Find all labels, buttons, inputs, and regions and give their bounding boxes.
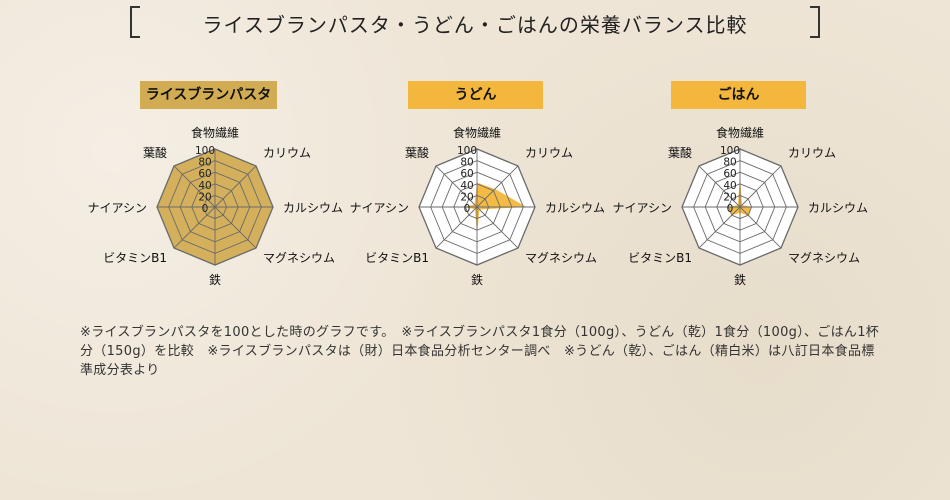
radar-axis-label: マグネシウム <box>788 251 860 265</box>
radar-axis-label: 葉酸 <box>668 145 692 160</box>
radar-tick-label: 60 <box>198 168 211 180</box>
radar-chart-rice-bran-pasta: ライスブランパスタ 100 80 60 40 20 0 食物繊維カリウムカルシウムマグネシウ… <box>85 78 345 298</box>
radar-spoke <box>214 206 257 249</box>
radar-axis-label: カリウム <box>525 146 573 160</box>
radar-tick-label: 40 <box>198 180 211 192</box>
radar-tick-label: 20 <box>198 191 211 203</box>
radar-tick-label: 100 <box>720 145 740 157</box>
radar-spoke <box>476 165 519 208</box>
radar-axis-label: 食物繊維 <box>191 125 239 140</box>
chart-tag-udon: うどん <box>408 81 543 109</box>
radar-axis-label: ビタミンB1 <box>103 251 167 265</box>
title-bracket-left <box>130 6 140 38</box>
radar-axis-label: ナイアシン <box>349 201 409 215</box>
radar-chart-gohan: ごはん 100 80 60 40 20 0 食物繊維カリウムカルシウムマグネシウム鉄 ビタミン… <box>610 78 870 298</box>
radar-tick-label: 80 <box>198 157 211 169</box>
radar-axis-label: マグネシウム <box>525 251 597 265</box>
radar-tick-label: 0 <box>464 203 471 215</box>
radar-axis-label: 食物繊維 <box>453 125 501 140</box>
radar-axis-label: カルシウム <box>545 201 605 215</box>
radar-axis-label: ビタミンB1 <box>365 251 429 265</box>
radar-tick-label: 60 <box>460 168 473 180</box>
radar-axis-label: 食物繊維 <box>716 125 764 140</box>
radar-spoke <box>435 165 478 208</box>
radar-tick-label: 40 <box>723 180 736 192</box>
chart-tag-rice-bran-pasta: ライスブランパスタ <box>140 81 277 109</box>
radar-axis-label: 鉄 <box>209 272 221 287</box>
radar-spoke <box>476 206 519 249</box>
radar-axis-label: ナイアシン <box>87 201 147 215</box>
radar-tick-label: 80 <box>723 157 736 169</box>
radar-spoke <box>173 206 216 249</box>
radar-tick-label: 20 <box>460 191 473 203</box>
radar-axis-label: 葉酸 <box>405 145 429 160</box>
radar-axis-label: カリウム <box>263 146 311 160</box>
radar-spoke <box>739 165 782 208</box>
radar-tick-label: 20 <box>723 191 736 203</box>
radar-tick-label: 60 <box>723 168 736 180</box>
radar-axis-label: ビタミンB1 <box>628 251 692 265</box>
radar-spoke <box>698 165 741 208</box>
radar-axis-label: ナイアシン <box>612 201 672 215</box>
radar-axis-label: カルシウム <box>283 201 343 215</box>
radar-axis-label: 葉酸 <box>143 145 167 160</box>
radar-spoke <box>698 206 741 249</box>
title-frame: ライスブランパスタ・うどん・ごはんの栄養バランス比較 <box>130 6 820 38</box>
radar-chart-udon: うどん 100 80 60 40 20 0 食物繊維カリウムカルシウムマグネシウム鉄 ビタミン… <box>347 78 607 298</box>
radar-spoke <box>435 206 478 249</box>
radar-tick-label: 0 <box>202 203 209 215</box>
radar-tick-label: 100 <box>195 145 215 157</box>
radar-spoke <box>214 165 257 208</box>
radar-tick-label: 40 <box>460 180 473 192</box>
radar-axis-label: マグネシウム <box>263 251 335 265</box>
radar-axis-label: カリウム <box>788 146 836 160</box>
radar-tick-label: 0 <box>727 203 734 215</box>
radar-tick-label: 100 <box>457 145 477 157</box>
radar-axis-label: 鉄 <box>471 272 483 287</box>
chart-tag-gohan: ごはん <box>671 81 806 109</box>
radar-spoke <box>739 206 782 249</box>
radar-axis-label: 鉄 <box>734 272 746 287</box>
footnote: ※ライスブランパスタを100とした時のグラフです。 ※ライスブランパスタ1食分（… <box>80 325 880 378</box>
title-bracket-right <box>810 6 820 38</box>
radar-spoke <box>173 165 216 208</box>
radar-axis-label: カルシウム <box>808 201 868 215</box>
radar-tick-label: 80 <box>460 157 473 169</box>
page-title: ライスブランパスタ・うどん・ごはんの栄養バランス比較 <box>202 13 748 37</box>
